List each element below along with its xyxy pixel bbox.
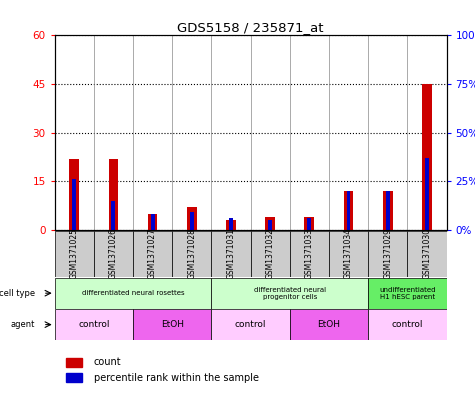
Text: GSM1371025: GSM1371025 — [70, 228, 79, 279]
Bar — [383, 191, 393, 230]
Text: GSM1371034: GSM1371034 — [344, 228, 353, 279]
Bar — [55, 309, 133, 340]
Text: cell type: cell type — [0, 289, 35, 298]
Bar — [172, 231, 211, 277]
Bar — [211, 278, 368, 309]
Bar — [133, 309, 211, 340]
Text: GSM1371031: GSM1371031 — [227, 228, 236, 279]
Bar — [368, 231, 407, 277]
Bar — [268, 220, 272, 230]
Bar — [290, 309, 368, 340]
Text: control: control — [235, 320, 266, 329]
Text: count: count — [94, 357, 122, 367]
Text: differentiated neural rosettes: differentiated neural rosettes — [82, 290, 184, 296]
Bar — [55, 231, 94, 277]
Bar — [226, 220, 236, 230]
Bar — [66, 373, 82, 382]
Bar — [304, 217, 314, 230]
Bar — [148, 214, 158, 230]
Text: GSM1371032: GSM1371032 — [266, 228, 275, 279]
Bar — [211, 231, 251, 277]
Bar — [251, 231, 290, 277]
Text: EtOH: EtOH — [317, 320, 341, 329]
Bar — [66, 358, 82, 367]
Text: GSM1371030: GSM1371030 — [422, 228, 431, 279]
Bar — [190, 212, 194, 230]
Bar — [211, 309, 290, 340]
Bar — [133, 231, 172, 277]
Text: percentile rank within the sample: percentile rank within the sample — [94, 373, 259, 383]
Text: GSM1371028: GSM1371028 — [187, 228, 196, 279]
Bar — [187, 207, 197, 230]
Text: undifferentiated
H1 hESC parent: undifferentiated H1 hESC parent — [379, 286, 436, 300]
Bar — [94, 231, 133, 277]
Bar — [108, 158, 118, 230]
Bar — [425, 158, 429, 230]
Text: GSM1371027: GSM1371027 — [148, 228, 157, 279]
Text: GSM1371026: GSM1371026 — [109, 228, 118, 279]
Bar — [265, 217, 275, 230]
Text: control: control — [78, 320, 110, 329]
Text: control: control — [391, 320, 423, 329]
Bar — [386, 191, 390, 230]
Title: GDS5158 / 235871_at: GDS5158 / 235871_at — [177, 21, 324, 34]
Bar — [112, 201, 115, 230]
Text: GSM1371029: GSM1371029 — [383, 228, 392, 279]
Bar — [69, 158, 79, 230]
Text: GSM1371033: GSM1371033 — [305, 228, 314, 279]
Text: EtOH: EtOH — [161, 320, 184, 329]
Bar — [329, 231, 368, 277]
Bar — [72, 179, 76, 230]
Text: differentiated neural
progenitor cells: differentiated neural progenitor cells — [254, 286, 326, 300]
Bar — [407, 231, 446, 277]
Bar — [151, 214, 154, 230]
Bar — [422, 84, 432, 230]
Bar — [343, 191, 353, 230]
Bar — [229, 218, 233, 230]
Bar — [290, 231, 329, 277]
Bar — [368, 278, 446, 309]
Text: agent: agent — [10, 320, 35, 329]
Bar — [347, 191, 351, 230]
Bar — [368, 309, 446, 340]
Bar — [307, 218, 311, 230]
Bar — [55, 278, 211, 309]
